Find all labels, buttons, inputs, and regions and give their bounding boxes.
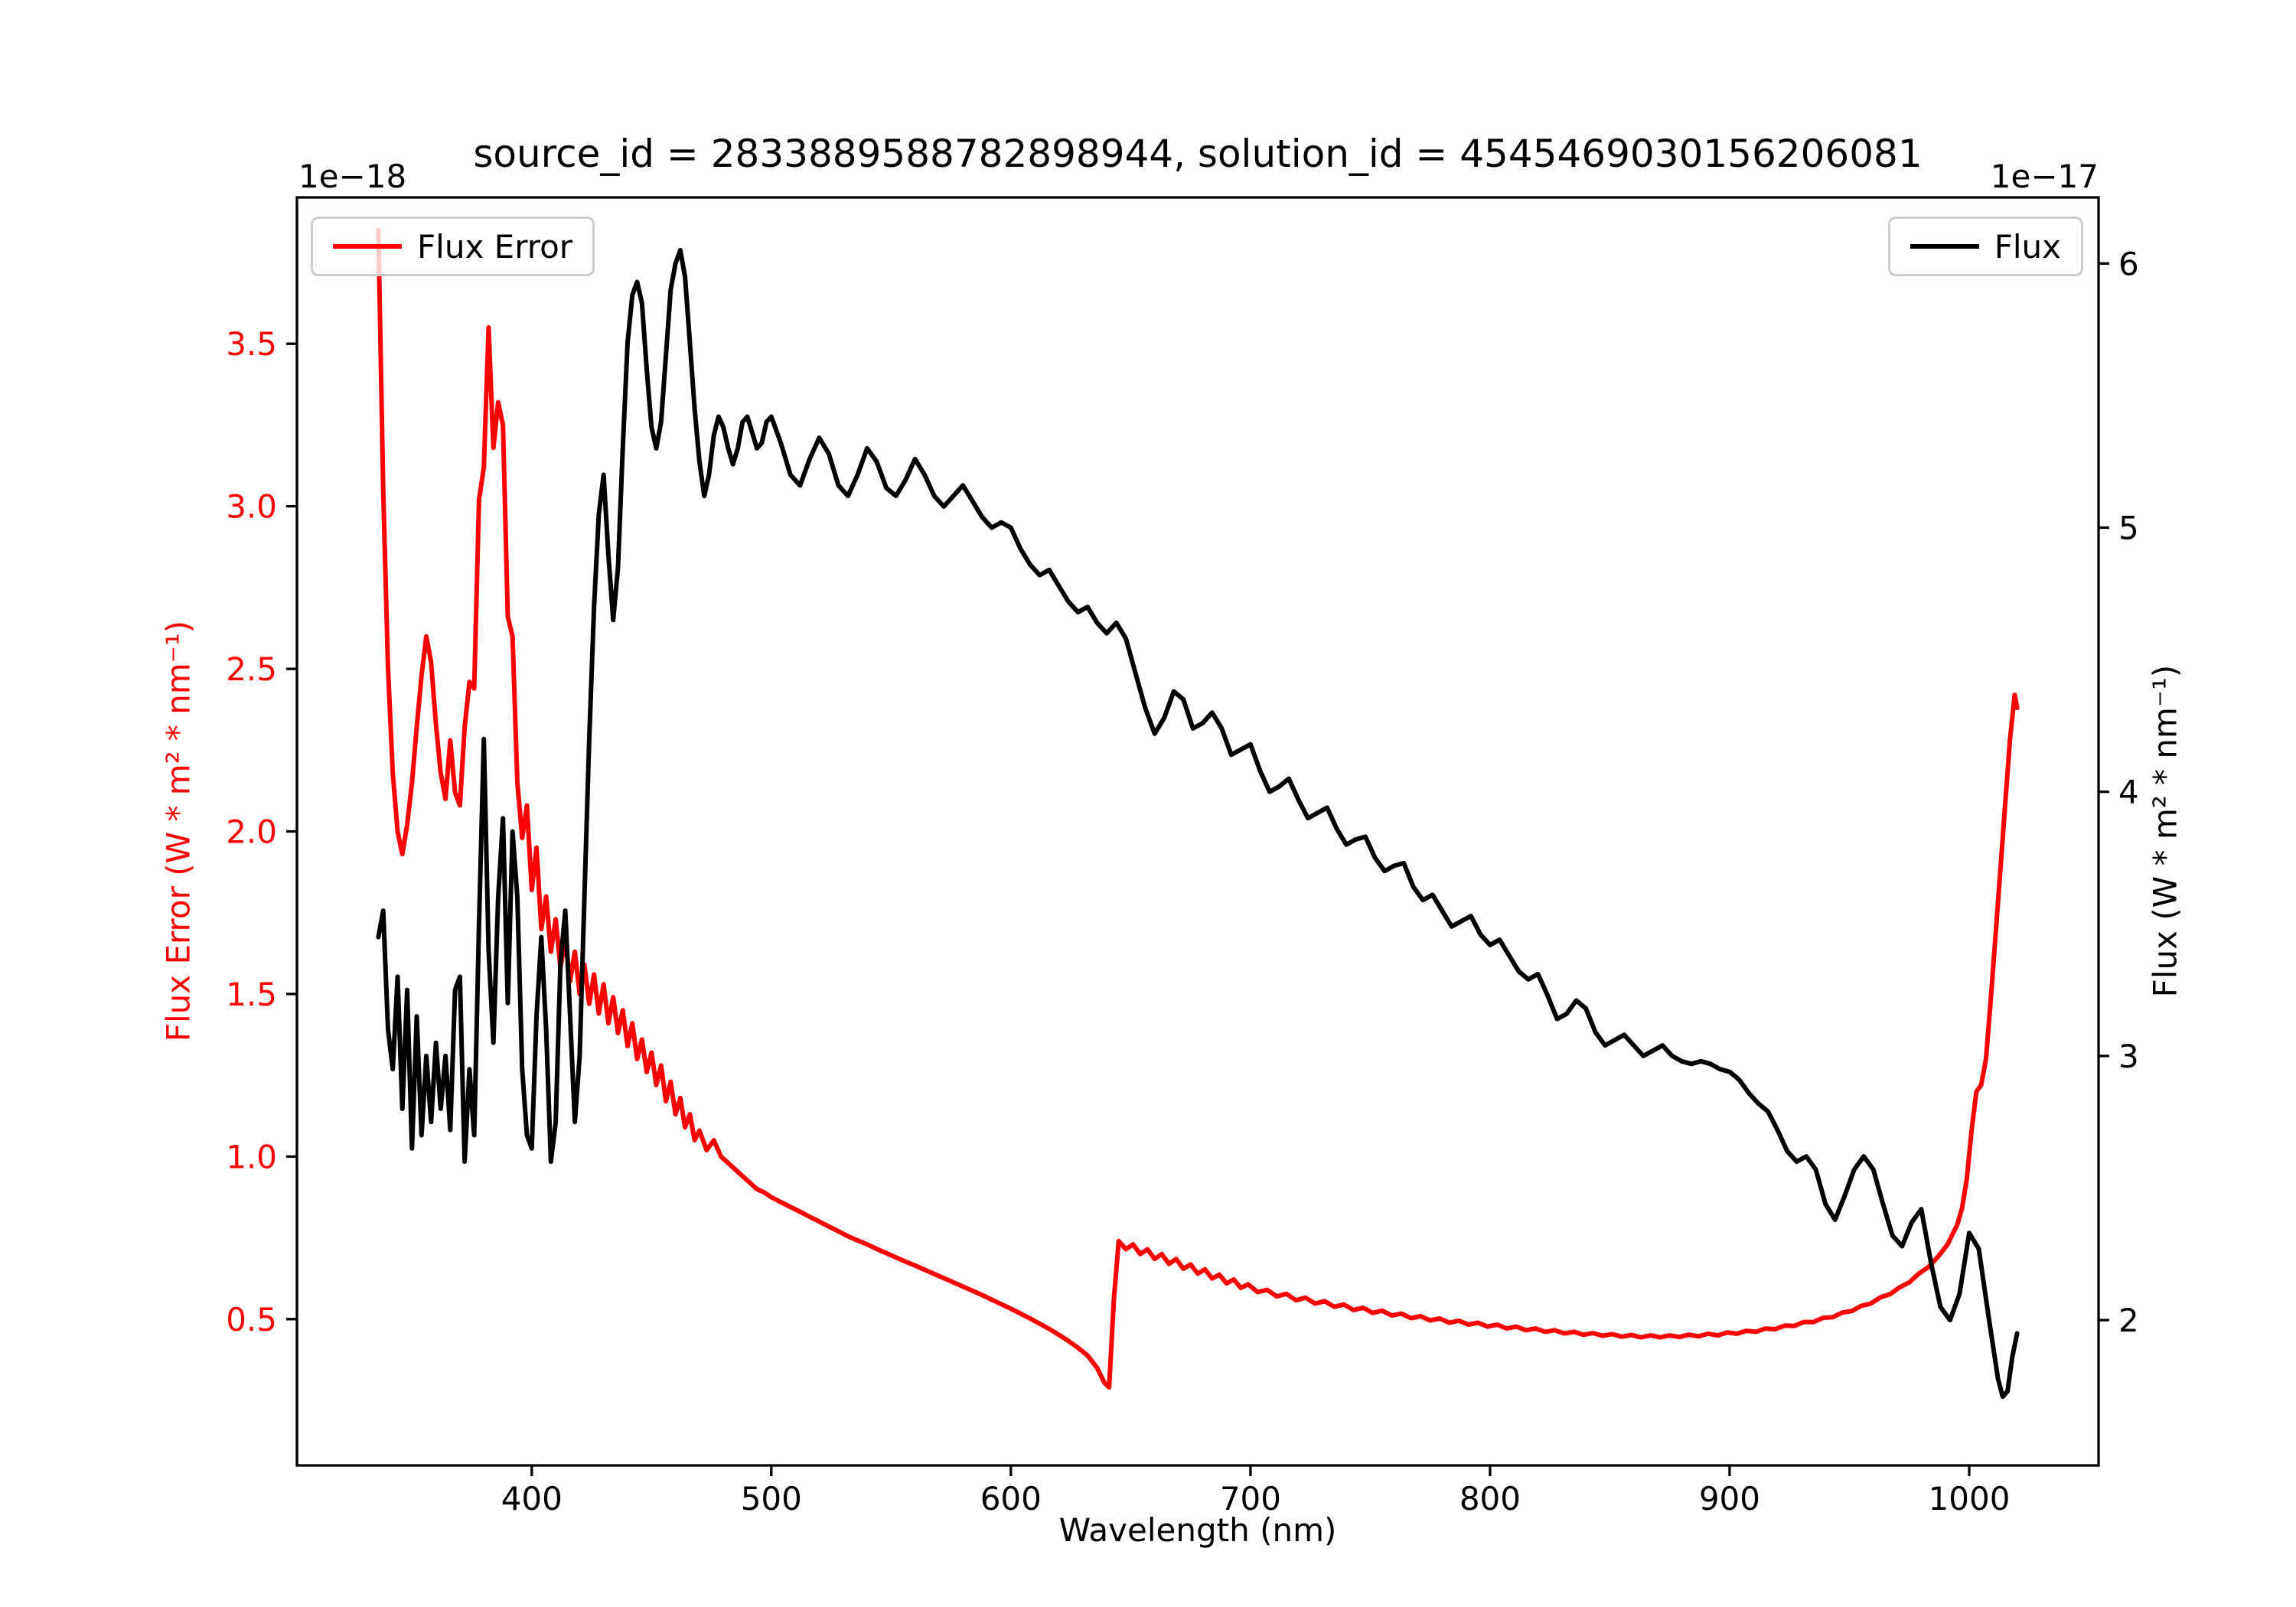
flux-line-sample: [1910, 244, 1979, 249]
axes-frame: [295, 196, 2100, 1467]
left-tick-label: 2.5: [226, 650, 277, 688]
x-tick-label: 400: [501, 1480, 563, 1517]
legend-flux-error-label: Flux Error: [417, 227, 573, 266]
legend-flux-error: Flux Error: [311, 217, 595, 276]
x-tick-label: 800: [1459, 1480, 1521, 1517]
legend-flux: Flux: [1887, 217, 2083, 276]
legend-flux-label: Flux: [1994, 227, 2061, 266]
x-tick-label: 500: [741, 1480, 802, 1517]
left-axis-label: Flux Error (W * m² * nm⁻¹): [159, 620, 197, 1042]
flux-error-line-sample: [333, 244, 402, 249]
right-axis-label: Flux (W * m² * nm⁻¹): [2146, 664, 2184, 998]
left-tick-label: 0.5: [226, 1301, 277, 1338]
left-tick-label: 3.0: [226, 488, 277, 526]
left-tick-label: 3.5: [226, 325, 277, 363]
left-tick-label: 1.5: [226, 976, 277, 1013]
x-tick-label: 600: [980, 1480, 1042, 1517]
x-tick-label: 900: [1699, 1480, 1760, 1517]
left-tick-label: 2.0: [226, 813, 277, 851]
flux-error-curve: [376, 227, 2020, 1390]
chart-title: source_id = 2833889588782898944, solutio…: [473, 132, 1923, 176]
right-tick-label: 3: [2118, 1038, 2139, 1075]
right-tick-label: 4: [2118, 774, 2139, 811]
right-tick-label: 5: [2118, 510, 2139, 547]
x-axis-label: Wavelength (nm): [1058, 1511, 1337, 1549]
left-tick-label: 1.0: [226, 1138, 277, 1175]
flux-curve: [376, 248, 2020, 1400]
left-axis-offset: 1e−18: [298, 158, 407, 195]
right-tick-label: 2: [2118, 1302, 2139, 1339]
right-axis-offset: 1e−17: [1990, 158, 2099, 195]
x-tick-label: 1000: [1929, 1480, 2011, 1517]
x-tick-label: 700: [1220, 1480, 1281, 1517]
right-tick-label: 6: [2118, 245, 2139, 282]
